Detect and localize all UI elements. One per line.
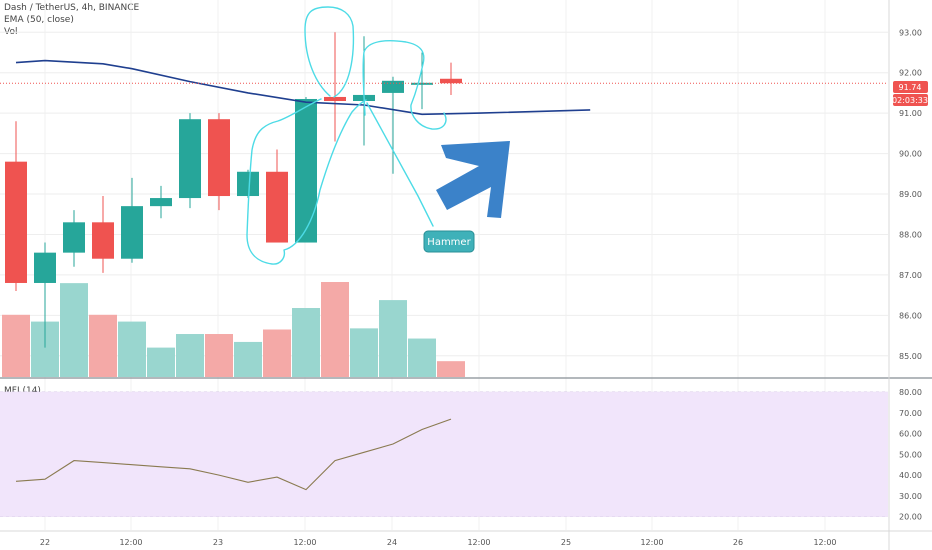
candle <box>121 177 143 263</box>
candle <box>208 113 230 211</box>
drawn-pointer-line[interactable] <box>366 102 434 227</box>
time-tick-label: 25 <box>561 538 571 547</box>
mfi-tick-label: 50.00 <box>899 450 922 459</box>
candle-body <box>295 98 317 243</box>
candle-body <box>237 171 259 197</box>
time-tick-label: 26 <box>733 538 743 547</box>
price-tick-label: 86.00 <box>899 311 922 320</box>
mfi-tick-label: 60.00 <box>899 430 922 439</box>
time-tick-label: 23 <box>213 538 223 547</box>
time-tick-label: 12:00 <box>119 538 142 547</box>
volume-bar <box>408 338 436 377</box>
last-price-value: 91.74 <box>899 83 922 92</box>
price-tick-label: 91.00 <box>899 109 922 118</box>
symbol-legend[interactable]: Dash / TetherUS, 4h, BINANCE <box>4 3 140 13</box>
mfi-tick-label: 70.00 <box>899 409 922 418</box>
candle <box>5 121 27 292</box>
drawn-outline-3[interactable] <box>246 98 367 265</box>
volume-bar <box>437 361 465 377</box>
volume-bar <box>379 300 407 377</box>
mfi-axis: 80.00 70.00 60.00 50.00 40.00 30.00 20.00 <box>899 388 922 521</box>
time-tick-label: 12:00 <box>467 538 490 547</box>
price-tick-label: 89.00 <box>899 190 922 199</box>
candle <box>295 96 317 243</box>
volume-bar <box>147 347 175 377</box>
mfi-tick-label: 30.00 <box>899 492 922 501</box>
mfi-tick-label: 80.00 <box>899 388 922 397</box>
volume-bar <box>350 328 378 377</box>
volume-bar <box>292 308 320 377</box>
candle <box>34 242 56 348</box>
time-tick-label: 22 <box>40 538 50 547</box>
hand-drawn-marks[interactable] <box>246 6 447 265</box>
candle <box>237 169 259 199</box>
candle <box>150 185 172 219</box>
candle-body <box>150 198 172 207</box>
candle-body <box>5 161 27 283</box>
mfi-band <box>0 392 888 517</box>
drawn-outline-1[interactable] <box>304 6 355 98</box>
hammer-note[interactable]: Hammer <box>423 230 475 253</box>
candle-body <box>121 206 143 259</box>
mfi-line <box>15 418 452 491</box>
ema-line <box>15 59 591 116</box>
mfi-tick-label: 20.00 <box>899 513 922 522</box>
mfi-legend[interactable]: MFI (14) <box>4 386 41 396</box>
candle <box>324 32 346 142</box>
price-tick-label: 93.00 <box>899 28 922 37</box>
volume-bar <box>60 283 88 377</box>
volume-bar <box>263 329 291 377</box>
countdown-tag <box>893 94 928 106</box>
candle-body <box>92 222 114 259</box>
candle <box>411 52 433 110</box>
mfi-tick-label: 40.00 <box>899 471 922 480</box>
drawn-outline-2[interactable] <box>362 40 447 130</box>
last-price-tag <box>893 81 928 93</box>
candle <box>63 210 85 267</box>
time-axis: 22 12:00 23 12:00 24 12:00 25 12:00 26 12:00 <box>40 538 837 547</box>
candle <box>266 149 288 243</box>
candle <box>440 62 462 95</box>
candle-body <box>208 119 230 197</box>
volume-bar <box>89 314 117 377</box>
candle-body <box>179 119 201 199</box>
price-tick-label: 85.00 <box>899 352 922 361</box>
up-arrow[interactable] <box>436 141 510 218</box>
candle-body <box>324 96 346 102</box>
time-tick-label: 24 <box>387 538 397 547</box>
candle <box>92 196 114 273</box>
volume-bar <box>176 334 204 377</box>
candle <box>382 76 404 174</box>
time-tick-label: 12:00 <box>813 538 836 547</box>
candle-body <box>266 171 288 243</box>
price-axis: 93.00 92.00 91.00 90.00 89.00 88.00 87.00 86.00… <box>888 0 922 550</box>
price-tick-label: 90.00 <box>899 150 922 159</box>
hammer-label: Hammer <box>427 237 471 248</box>
candle-body <box>34 252 56 283</box>
candle-body <box>382 80 404 93</box>
volume-bar <box>321 282 349 377</box>
mfi-chart <box>15 418 452 491</box>
candle-body <box>411 82 433 85</box>
volume-bar <box>118 321 146 377</box>
price-tick-label: 88.00 <box>899 230 922 239</box>
time-tick-label: 12:00 <box>293 538 316 547</box>
ema-legend[interactable]: EMA (50, close) <box>4 15 74 25</box>
countdown-value: 02:03:33 <box>892 96 928 105</box>
price-tick-label: 92.00 <box>899 69 922 78</box>
candle <box>179 113 201 209</box>
price-tick-label: 87.00 <box>899 271 922 280</box>
candle-body <box>63 222 85 253</box>
time-tick-label: 12:00 <box>640 538 663 547</box>
volume-bar <box>205 334 233 377</box>
candle-body <box>440 78 462 84</box>
volume-bars <box>2 282 465 377</box>
volume-bar <box>2 314 30 377</box>
volume-bar <box>234 341 262 377</box>
candles <box>5 32 462 348</box>
